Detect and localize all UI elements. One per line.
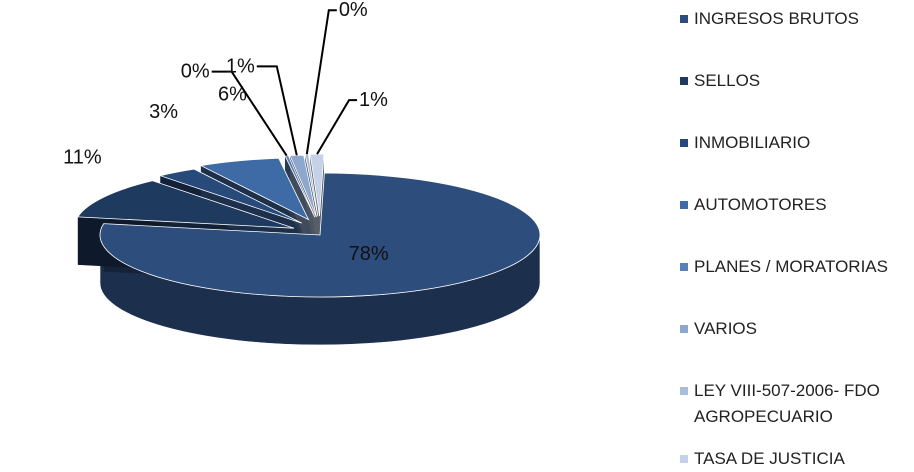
legend-label: VARIOS [694,319,757,338]
pie-slice-2 [158,168,302,224]
leader-line-5 [256,65,298,156]
data-label-6: 0% [339,0,368,21]
legend-item: INGRESOS BRUTOS [680,6,914,32]
legend-swatch [680,139,688,147]
data-label-7: 1% [359,89,388,111]
pie-slice-6 [304,153,319,217]
legend-swatch [680,387,688,395]
pie-slice-5 [289,154,317,218]
pie-slice-1 [77,180,295,229]
legend-item: LEY VIII-507-2006- FDO AGROPECUARIO [680,378,914,430]
legend-swatch [680,263,688,271]
legend-item: TASA DE JUSTICIA [680,446,914,472]
data-label-2: 3% [149,101,178,123]
legend-label: INGRESOS BRUTOS [694,9,859,28]
data-label-3: 6% [218,83,247,105]
legend-swatch [680,325,688,333]
legend-item: AUTOMOTORES [680,192,914,218]
legend-label: PLANES / MORATORIAS [694,257,888,276]
data-label-0: 78% [349,243,389,265]
data-label-5: 1% [226,55,255,77]
legend-label: TASA DE JUSTICIA [694,449,845,468]
legend-item: VARIOS [680,316,914,342]
legend-label: LEY VIII-507-2006- FDO AGROPECUARIO [694,381,880,426]
data-label-1: 11% [63,146,102,168]
legend-swatch [680,77,688,85]
legend-label: INMOBILIARIO [694,133,811,152]
legend-swatch [680,455,688,463]
leader-line-6 [305,9,337,155]
legend-item: INMOBILIARIO [680,130,914,156]
data-label-4: 0% [181,61,210,83]
legend-item: SELLOS [680,68,914,94]
legend-swatch [680,15,688,23]
leader-line-4 [211,70,288,157]
legend-label: AUTOMOTORES [694,195,827,214]
legend-item: PLANES / MORATORIAS [680,254,914,280]
legend-label: SELLOS [694,71,761,90]
pie-slice-3 [199,157,310,221]
legend-swatch [680,201,688,209]
pie-slice-0 [99,172,541,298]
leader-line-7 [316,99,358,155]
